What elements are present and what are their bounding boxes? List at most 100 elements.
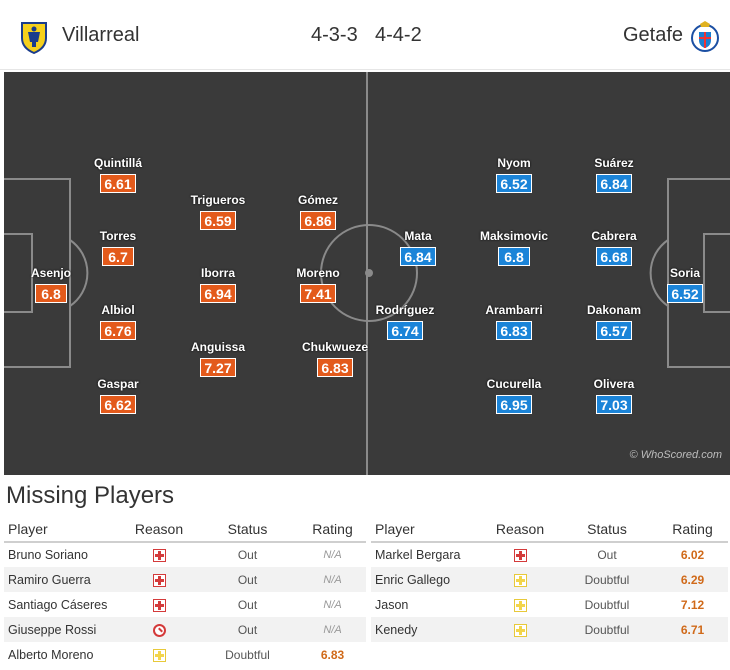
player-rating: 6.8 [35,284,67,303]
home-player[interactable]: Torres 6.7 [73,229,163,267]
missing-status: Out [597,548,617,562]
col-rating-header[interactable]: Rating [657,516,728,543]
missing-player-name[interactable]: Giuseppe Rossi [4,617,122,642]
player-rating: 6.8 [498,247,530,266]
player-name: Arambarri [485,303,543,317]
player-rating: 6.59 [200,211,236,230]
missing-player-name[interactable]: Bruno Soriano [8,548,88,562]
missing-rating: 6.71 [657,617,728,642]
missing-player-name[interactable]: Santiago Cáseres [8,597,108,612]
home-player[interactable]: Quintillá 6.61 [73,156,163,194]
home-team-name[interactable]: Villarreal [62,24,140,46]
player-name: Rodríguez [375,303,435,317]
away-player[interactable]: Nyom 6.52 [469,156,559,194]
away-player[interactable]: Olivera 7.03 [569,377,659,415]
doubtful-icon [513,598,527,612]
player-name: Nyom [497,156,531,170]
suspended-icon [152,623,166,637]
away-player[interactable]: Rodríguez 6.74 [360,303,450,341]
player-rating: 6.52 [667,284,703,303]
col-status-header[interactable]: Status [196,516,299,543]
player-rating: 7.03 [596,395,632,414]
col-player-header[interactable]: Player [371,516,483,543]
missing-rating: N/A [299,567,366,592]
doubtful-icon [513,573,527,587]
home-player[interactable]: Albiol 6.76 [73,303,163,341]
player-rating: 6.95 [496,395,532,414]
injury-icon [513,549,527,563]
away-player-goalkeeper[interactable]: Soria 6.52 [640,266,730,304]
missing-player-name[interactable]: Enric Gallego [371,567,483,592]
injury-icon [152,598,166,612]
player-rating: 6.84 [400,247,436,266]
home-player[interactable]: Chukwueze 6.83 [290,340,380,378]
player-rating: 6.7 [102,247,134,266]
player-name: Olivera [593,377,635,391]
missing-rating: 6.29 [657,567,728,592]
getafe-crest-icon[interactable] [690,20,720,54]
home-player[interactable]: Anguissa 7.27 [173,340,263,378]
col-reason-header[interactable]: Reason [122,516,196,543]
missing-rating: 7.12 [680,597,705,612]
home-player[interactable]: Iborra 6.94 [173,266,263,304]
missing-status: Doubtful [557,617,657,642]
missing-status: Out [237,548,258,562]
villarreal-crest-icon[interactable] [19,20,49,54]
pitch-markings [4,72,730,475]
away-team-name[interactable]: Getafe [622,24,683,46]
away-player[interactable]: Maksimovic 6.8 [469,229,559,267]
home-missing-table: Player Reason Status Rating Bruno Sorian… [4,516,366,667]
missing-player-name[interactable]: Alberto Moreno [8,647,94,662]
home-player[interactable]: Trigueros 6.59 [173,193,263,231]
player-rating: 6.57 [596,321,632,340]
player-name: Chukwueze [301,340,368,354]
missing-player-name[interactable]: Ramiro Guerra [4,567,122,592]
player-rating: 7.27 [200,358,236,377]
player-rating: 6.94 [200,284,236,303]
missing-status: Out [196,567,299,592]
missing-players-title: Missing Players [6,482,175,509]
player-rating: 7.41 [300,284,336,303]
table-row: Bruno Soriano Out N/A [4,542,366,567]
col-reason-header[interactable]: Reason [483,516,557,543]
player-name: Dakonam [586,303,642,317]
missing-status: Doubtful [225,647,270,662]
doubtful-icon [513,623,527,637]
player-name: Quintillá [94,156,142,170]
away-player[interactable]: Arambarri 6.83 [469,303,559,341]
missing-player-name[interactable]: Kenedy [371,617,483,642]
table-row: Kenedy Doubtful 6.71 [371,617,728,642]
col-rating-header[interactable]: Rating [299,516,366,543]
player-name: Moreno [296,266,340,280]
table-row: Ramiro Guerra Out N/A [4,567,366,592]
player-name: Albiol [101,303,135,317]
missing-player-name[interactable]: Markel Bergara [375,548,461,562]
away-player[interactable]: Dakonam 6.57 [569,303,659,341]
away-player[interactable]: Cucurella 6.95 [469,377,559,415]
pitch-lineup: Asenjo 6.8 Quintillá 6.61 Torres 6.7 Alb… [4,72,730,475]
player-rating: 6.52 [496,174,532,193]
table-row: Enric Gallego Doubtful 6.29 [371,567,728,592]
col-player-header[interactable]: Player [4,516,122,543]
missing-rating: N/A [299,617,366,642]
player-rating: 6.83 [496,321,532,340]
table-row: Markel Bergara Out 6.02 [371,542,728,567]
missing-status: Out [196,617,299,642]
player-name: Suárez [594,156,634,170]
col-status-header[interactable]: Status [557,516,657,543]
player-rating: 6.83 [317,358,353,377]
home-player-goalkeeper[interactable]: Asenjo 6.8 [6,266,96,304]
home-player[interactable]: Gómez 6.86 [273,193,363,231]
player-name: Cucurella [486,377,542,391]
table-row: Alberto Moreno Doubtful 6.83 [4,642,366,667]
away-player[interactable]: Cabrera 6.68 [569,229,659,267]
home-player[interactable]: Moreno 7.41 [273,266,363,304]
missing-player-name[interactable]: Jason [375,597,409,612]
player-rating: 6.68 [596,247,632,266]
doubtful-icon [152,648,166,662]
missing-status: Doubtful [584,597,630,612]
player-name: Trigueros [190,193,246,207]
away-player[interactable]: Suárez 6.84 [569,156,659,194]
home-player[interactable]: Gaspar 6.62 [73,377,163,415]
away-player[interactable]: Mata 6.84 [373,229,463,267]
